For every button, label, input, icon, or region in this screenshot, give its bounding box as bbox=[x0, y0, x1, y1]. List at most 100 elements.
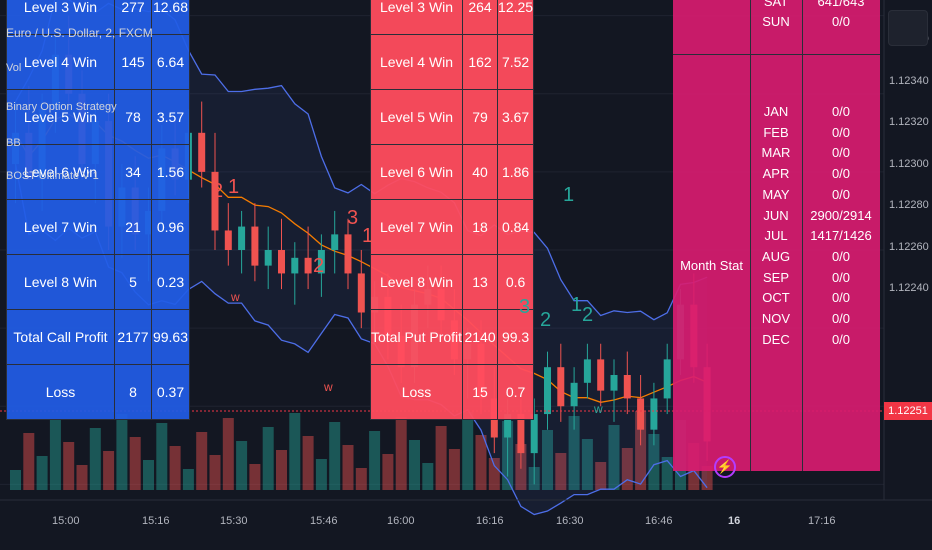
signal-marker: w bbox=[231, 290, 240, 304]
volume-bar bbox=[262, 427, 274, 490]
candle-body bbox=[344, 234, 352, 274]
stats-row: Level 4 Win 145 6.64 bbox=[6, 34, 190, 90]
candle-body bbox=[570, 382, 578, 407]
bollinger-indicator-label[interactable]: BB bbox=[6, 137, 21, 149]
volume-bar bbox=[89, 428, 101, 490]
month-stat-value: 0/0 bbox=[831, 104, 851, 119]
current-price-badge: 1.12251 bbox=[884, 402, 932, 420]
volume-bar bbox=[289, 413, 301, 490]
month-stats-table: Month Stat SAT 641/643 SUN 0/0 JAN 0/0 FEB 0/0 M… bbox=[673, 0, 880, 471]
stats-percent-cell: 1.56 bbox=[151, 144, 190, 200]
time-tick-label: 16:46 bbox=[645, 515, 673, 527]
volume-bar bbox=[182, 469, 194, 490]
lightning-icon[interactable]: ⚡ bbox=[714, 456, 736, 478]
month-stat-label: NOV bbox=[761, 311, 791, 326]
price-tick-label: 1.12240 bbox=[889, 282, 929, 294]
volume-bar bbox=[169, 446, 181, 490]
stats-percent-cell: 0.96 bbox=[151, 199, 190, 255]
volume-bar bbox=[10, 470, 21, 490]
candle-body bbox=[530, 414, 538, 454]
stats-label-cell: Loss bbox=[6, 364, 115, 420]
volume-bar bbox=[355, 468, 367, 490]
price-tick-label: 1.12300 bbox=[889, 157, 929, 170]
candle-body bbox=[610, 375, 618, 391]
candle-body bbox=[650, 398, 658, 430]
stats-row: Total Put Profit 2140 99.3 bbox=[369, 309, 535, 365]
volume-bar bbox=[36, 456, 48, 490]
stats-label-cell: Level 3 Win bbox=[6, 0, 115, 35]
month-stat-value: 0/0 bbox=[831, 290, 851, 306]
stats-label-cell: Level 4 Win bbox=[369, 34, 464, 90]
candle-body bbox=[637, 398, 645, 430]
stats-label-cell: Level 6 Win bbox=[6, 144, 115, 200]
stats-count-cell: 40 bbox=[462, 144, 499, 200]
stats-count-cell: 15 bbox=[462, 364, 499, 420]
stats-percent-cell: 1.86 bbox=[497, 144, 535, 200]
signal-marker: 2 bbox=[313, 255, 325, 277]
month-stat-value: 0/0 bbox=[831, 124, 851, 140]
candle-body bbox=[251, 226, 259, 266]
stats-percent-cell: 0.37 bbox=[151, 364, 190, 420]
stats-label-cell: Level 6 Win bbox=[369, 144, 464, 200]
stats-percent-cell: 99.3 bbox=[497, 309, 535, 365]
signal-marker: 1 bbox=[228, 176, 240, 198]
volume-bar bbox=[209, 455, 221, 490]
volume-bar bbox=[369, 431, 381, 490]
candle-body bbox=[583, 359, 591, 383]
stats-label-cell: Level 8 Win bbox=[6, 254, 115, 310]
month-stat-label: AUG bbox=[761, 248, 791, 264]
stats-count-cell: 18 bbox=[462, 199, 499, 255]
stats-count-cell: 8 bbox=[114, 364, 152, 420]
time-tick-label: 16 bbox=[728, 515, 741, 527]
volume-bar bbox=[595, 462, 607, 490]
chart-settings-button[interactable] bbox=[888, 10, 928, 46]
candle-body bbox=[317, 250, 325, 274]
stats-row: Level 6 Win 34 1.56 bbox=[6, 144, 190, 200]
stats-row: Level 3 Win 264 12.25 bbox=[369, 0, 535, 35]
stats-percent-cell: 3.67 bbox=[497, 89, 535, 145]
stats-row: Level 5 Win 79 3.67 bbox=[369, 89, 535, 145]
stats-label-cell: Level 5 Win bbox=[369, 89, 464, 145]
month-stat-label: FEB bbox=[763, 124, 789, 140]
month-stat-label: MAR bbox=[761, 145, 791, 161]
strategy-indicator-label[interactable]: Binary Option Strategy bbox=[6, 101, 117, 113]
candle-body bbox=[623, 375, 631, 399]
stats-label-cell: Level 3 Win bbox=[369, 0, 464, 35]
stats-percent-cell: 12.25 bbox=[497, 0, 535, 35]
stats-row: Level 3 Win 277 12.68 bbox=[6, 0, 190, 35]
candle-body bbox=[663, 359, 671, 399]
month-stat-label: SUN bbox=[762, 14, 790, 29]
month-stat-value: 0/0 bbox=[831, 269, 851, 285]
volume-bar bbox=[49, 419, 61, 490]
stats-percent-cell: 7.52 bbox=[497, 34, 535, 90]
stats-percent-cell: 0.7 bbox=[497, 364, 535, 420]
stats-label-cell: Total Call Profit bbox=[6, 309, 115, 365]
stats-percent-cell: 12.68 bbox=[151, 0, 190, 35]
stats-row: Level 8 Win 13 0.6 bbox=[369, 254, 535, 310]
time-tick-label: 16:30 bbox=[556, 515, 584, 527]
month-stat-value: 0/0 bbox=[831, 186, 851, 202]
bost-indicator-label[interactable]: BOST Ultimate V 1 bbox=[6, 170, 99, 182]
stats-percent-cell: 0.23 bbox=[151, 254, 190, 310]
symbol-title[interactable]: Euro / U.S. Dollar, 2, FXCM bbox=[6, 26, 153, 40]
month-stat-value: 641/643 bbox=[817, 0, 865, 9]
volume-bar bbox=[568, 416, 580, 490]
signal-marker: w bbox=[594, 402, 603, 416]
put-stats-table: Level 3 Win 264 12.25 Level 4 Win 162 7.52 Lev… bbox=[369, 0, 535, 420]
stats-label-cell: Total Put Profit bbox=[369, 309, 464, 365]
price-tick-label: 1.12260 bbox=[889, 240, 929, 253]
candle-body bbox=[264, 250, 272, 266]
stats-count-cell: 78 bbox=[114, 89, 152, 145]
stats-row: Loss 8 0.37 bbox=[6, 364, 190, 420]
volume-indicator-label[interactable]: Vol bbox=[6, 62, 22, 74]
volume-bar bbox=[156, 423, 168, 490]
volume-bar bbox=[342, 445, 354, 490]
stats-count-cell: 2177 bbox=[114, 309, 152, 365]
time-tick-label: 16:00 bbox=[387, 515, 415, 527]
candle-body bbox=[331, 234, 339, 250]
stats-row: Level 7 Win 18 0.84 bbox=[369, 199, 535, 255]
candle-body bbox=[517, 414, 525, 454]
stats-row: Level 7 Win 21 0.96 bbox=[6, 199, 190, 255]
stats-row: Level 6 Win 40 1.86 bbox=[369, 144, 535, 200]
